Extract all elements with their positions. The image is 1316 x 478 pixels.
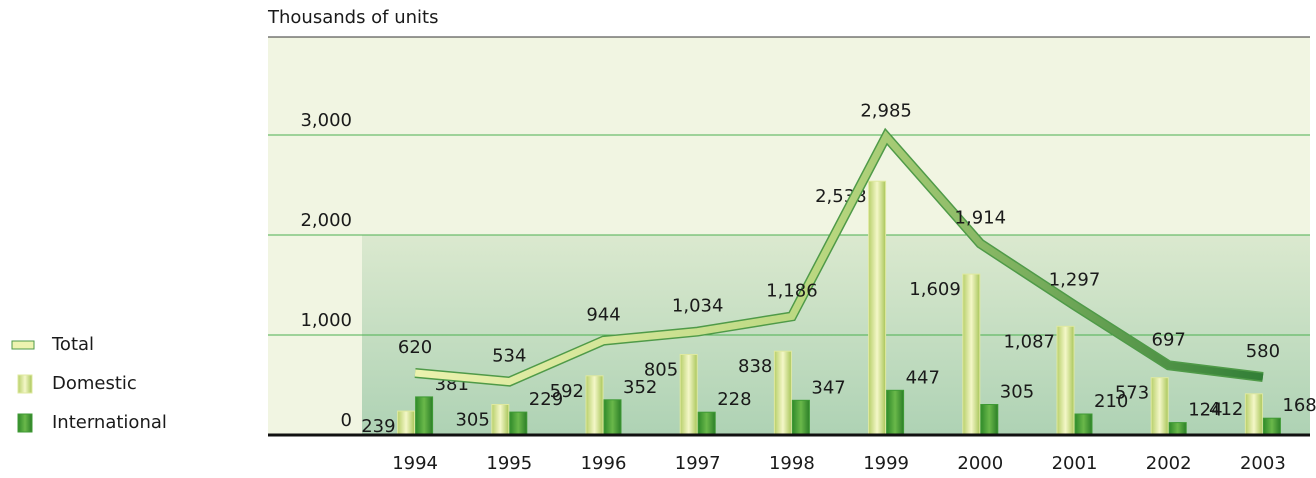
bar [791, 399, 810, 436]
bar [886, 389, 905, 436]
legend-label: Domestic [52, 373, 137, 394]
value-label: 944 [586, 305, 620, 326]
y-tick-label: 1,000 [300, 310, 352, 331]
legend-label: International [52, 412, 167, 433]
value-label: 534 [492, 346, 526, 367]
bar [679, 354, 698, 436]
value-label: 168 [1282, 395, 1316, 416]
bar [603, 399, 622, 436]
value-label: 412 [1209, 399, 1243, 420]
value-label: 229 [529, 389, 563, 410]
legend-label: Total [51, 334, 94, 355]
value-label: 305 [455, 410, 489, 431]
x-tick-label: 1998 [769, 453, 815, 474]
x-tick-label: 1997 [675, 453, 721, 474]
bar [1262, 417, 1281, 436]
value-label: 620 [398, 337, 432, 358]
value-label: 838 [738, 356, 772, 377]
value-label: 228 [717, 389, 751, 410]
bar [585, 375, 604, 436]
x-tick-label: 1994 [392, 453, 438, 474]
value-label: 1,186 [766, 280, 818, 301]
value-label: 1,087 [1003, 331, 1055, 352]
value-label: 2,985 [860, 101, 912, 122]
y-axis-label: Thousands of units [267, 7, 439, 28]
value-label: 210 [1094, 391, 1128, 412]
bar [1168, 422, 1187, 436]
value-label: 352 [623, 377, 657, 398]
bar [1074, 413, 1093, 436]
bar [509, 411, 528, 436]
bar [980, 404, 999, 436]
bar [1150, 377, 1169, 436]
line [414, 130, 1264, 386]
bar [397, 410, 416, 436]
bar [773, 350, 792, 436]
bar [868, 180, 887, 436]
legend-swatch [17, 413, 33, 433]
bar [415, 396, 434, 436]
y-tick-label: 3,000 [300, 110, 352, 131]
value-label: 1,609 [909, 279, 961, 300]
y-tick-label: 0 [341, 410, 352, 431]
x-tick-label: 1995 [486, 453, 532, 474]
x-tick-label: 1996 [581, 453, 627, 474]
value-label: 1,297 [1049, 269, 1101, 290]
value-label: 447 [906, 367, 940, 388]
x-tick-label: 1999 [863, 453, 909, 474]
value-label: 305 [1000, 382, 1034, 403]
value-label: 1,034 [672, 296, 724, 317]
y-tick-label: 2,000 [300, 210, 352, 231]
x-tick-label: 2003 [1240, 453, 1286, 474]
value-label: 1,914 [955, 208, 1007, 229]
value-label: 347 [811, 377, 845, 398]
bar [1056, 325, 1075, 436]
x-tick-label: 2001 [1052, 453, 1098, 474]
value-label: 580 [1246, 341, 1280, 362]
value-label: 697 [1152, 329, 1186, 350]
value-label: 805 [644, 360, 678, 381]
legend-swatch [11, 340, 35, 350]
value-label: 592 [550, 381, 584, 402]
x-tick-label: 2002 [1146, 453, 1192, 474]
value-label: 239 [361, 416, 395, 437]
bar [1244, 393, 1263, 436]
x-tick-label: 2000 [957, 453, 1003, 474]
value-label: 573 [1115, 383, 1149, 404]
legend-swatch [17, 374, 33, 394]
value-label: 124 [1188, 400, 1222, 421]
bar [962, 273, 981, 436]
bar [697, 411, 716, 436]
bar [491, 404, 510, 436]
